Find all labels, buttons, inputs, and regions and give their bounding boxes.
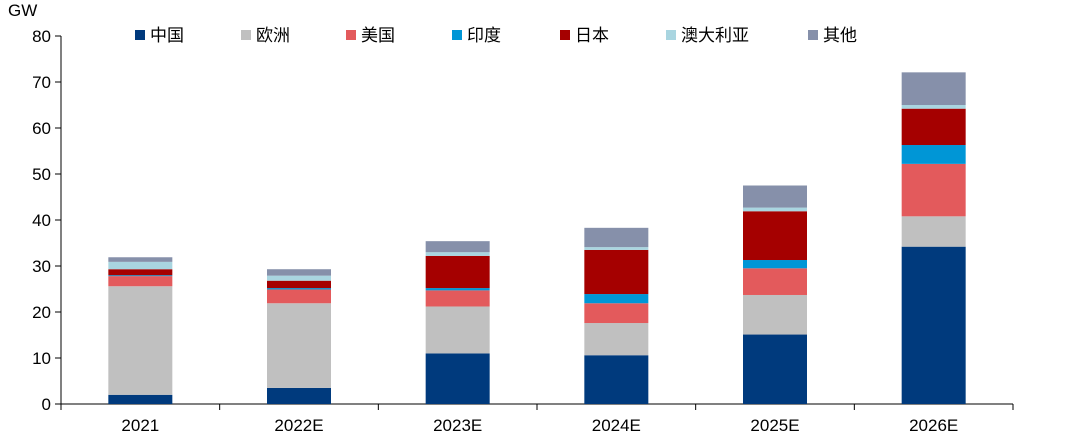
x-tick-label: 2025E <box>750 416 799 435</box>
legend-item: 日本 <box>560 26 609 46</box>
bar-segment <box>425 252 490 256</box>
bar-segment <box>901 163 966 217</box>
bar-segment <box>584 249 649 295</box>
bar-stack-2021 <box>108 257 173 404</box>
bar-segment <box>584 227 649 248</box>
legend-label: 美国 <box>361 26 395 46</box>
bar-segment <box>108 261 173 270</box>
bar-segment <box>108 269 173 276</box>
y-axis-unit-label: GW <box>8 1 37 20</box>
bar-segment <box>901 72 966 105</box>
legend-swatch <box>452 30 462 40</box>
bar-segment <box>901 216 966 247</box>
bar-segment <box>267 288 331 290</box>
legend-label: 日本 <box>575 26 609 46</box>
x-tick-label: 2023E <box>433 416 482 435</box>
y-tick-label: 30 <box>32 257 51 276</box>
y-tick-label: 40 <box>32 211 51 230</box>
y-tick-label: 50 <box>32 165 51 184</box>
y-tick-label: 20 <box>32 303 51 322</box>
legend-label: 澳大利亚 <box>681 26 749 46</box>
bars <box>108 72 966 404</box>
x-tick-label: 2026E <box>909 416 958 435</box>
bar-segment <box>425 306 490 354</box>
bar-segment <box>267 275 331 281</box>
legend-item: 澳大利亚 <box>666 26 749 46</box>
y-tick-label: 0 <box>42 395 51 414</box>
bar-segment <box>267 269 331 276</box>
legend-swatch <box>666 30 676 40</box>
bar-segment <box>425 290 490 307</box>
legend-label: 其他 <box>823 26 857 46</box>
bar-segment <box>584 323 649 356</box>
bar-segment <box>743 294 807 335</box>
bar-stack-2023E <box>425 241 490 404</box>
x-tick-label: 2024E <box>592 416 641 435</box>
bar-segment <box>743 211 807 261</box>
bar-segment <box>743 185 807 208</box>
y-tick-label: 80 <box>32 27 51 46</box>
bar-segment <box>584 247 649 250</box>
bar-segment <box>743 207 807 212</box>
bar-stack-2026E <box>901 72 966 404</box>
bar-segment <box>584 303 649 324</box>
x-axis: 2021 2022E 2023E 2024E 2025E 2026E <box>60 403 1014 435</box>
bar-segment <box>901 105 966 109</box>
bar-segment <box>584 294 649 304</box>
legend-swatch <box>560 30 570 40</box>
bar-segment <box>743 260 807 269</box>
legend-item: 欧洲 <box>241 26 290 46</box>
y-axis: 0 10 20 30 40 50 60 70 80 <box>32 27 62 414</box>
y-tick-label: 60 <box>32 119 51 138</box>
bar-segment <box>425 288 490 291</box>
bar-segment <box>743 268 807 295</box>
bar-stack-2025E <box>743 185 807 404</box>
bar-segment <box>267 280 331 289</box>
y-tick-label: 70 <box>32 73 51 92</box>
legend-label: 印度 <box>467 26 501 46</box>
bar-segment <box>267 387 331 404</box>
bar-segment <box>425 353 490 404</box>
legend-swatch <box>135 30 145 40</box>
bar-segment <box>584 355 649 404</box>
legend-swatch <box>241 30 251 40</box>
legend-swatch <box>346 30 356 40</box>
bar-segment <box>108 394 173 404</box>
bar-segment <box>425 255 490 289</box>
legend-item: 印度 <box>452 26 501 46</box>
bar-segment <box>425 241 490 253</box>
bar-segment <box>743 334 807 404</box>
bar-segment <box>267 289 331 304</box>
bar-segment <box>108 275 173 277</box>
bar-segment <box>901 108 966 146</box>
bar-segment <box>901 145 966 164</box>
legend-swatch <box>808 30 818 40</box>
legend-item: 其他 <box>808 26 857 46</box>
legend-item: 中国 <box>135 26 184 46</box>
legend-label: 欧洲 <box>256 26 290 46</box>
bar-segment <box>108 286 173 395</box>
bar-stack-2024E <box>584 227 649 404</box>
bar-segment <box>901 246 966 404</box>
bar-segment <box>108 276 173 287</box>
bar-segment <box>267 303 331 388</box>
legend: 中国 欧洲 美国 印度 日本 澳大利亚 其他 <box>135 26 857 46</box>
legend-item: 美国 <box>346 26 395 46</box>
bar-segment <box>108 257 173 262</box>
y-tick-label: 10 <box>32 349 51 368</box>
x-tick-label: 2022E <box>274 416 323 435</box>
x-tick-label: 2021 <box>121 416 159 435</box>
bar-stack-2022E <box>267 269 331 404</box>
legend-label: 中国 <box>150 26 184 46</box>
